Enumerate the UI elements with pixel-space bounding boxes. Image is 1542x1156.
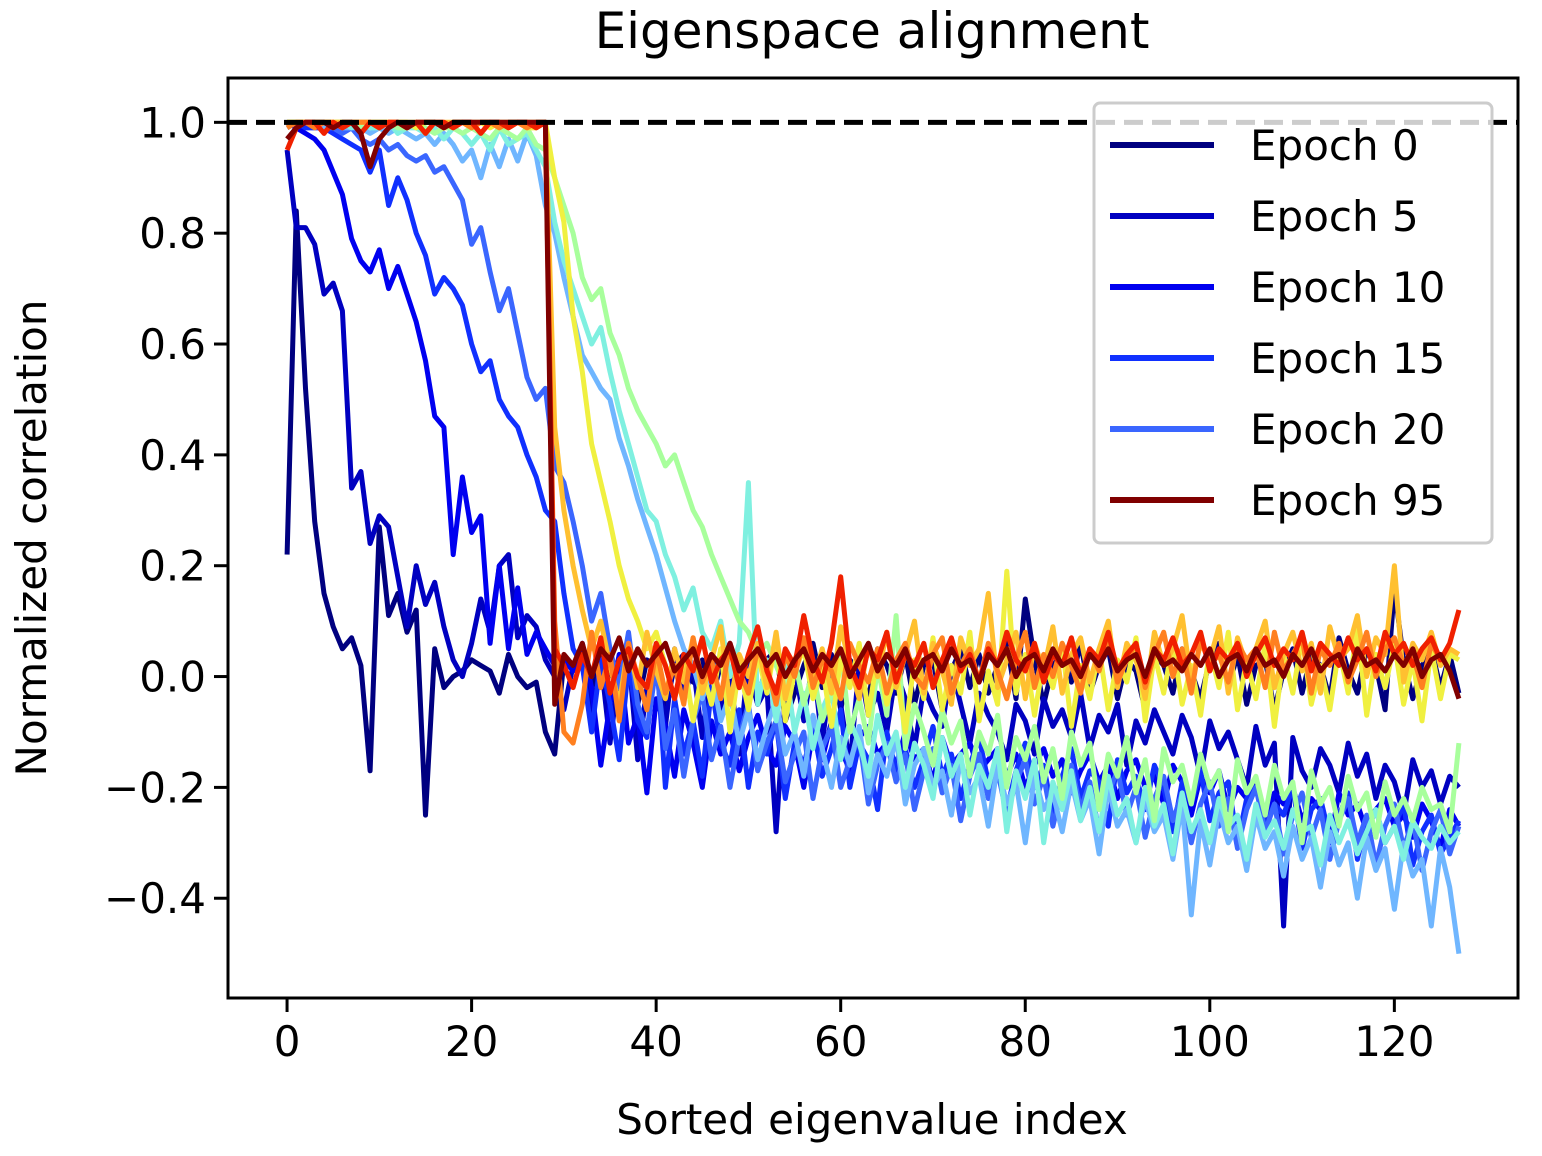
y-tick-label: 1.0 <box>139 98 206 147</box>
x-axis-label: Sorted eigenvalue index <box>616 1095 1128 1144</box>
x-tick-label: 100 <box>1170 1017 1250 1066</box>
x-tick-label: 0 <box>274 1017 301 1066</box>
series-line-epoch-25 <box>287 119 1462 955</box>
x-tick-label: 20 <box>445 1017 498 1066</box>
legend-label: Epoch 20 <box>1250 405 1445 454</box>
x-tick-label: 40 <box>629 1017 682 1066</box>
legend-label: Epoch 15 <box>1250 334 1445 383</box>
y-tick-label: 0.2 <box>139 542 206 591</box>
y-tick-label: 0.4 <box>139 431 206 480</box>
x-axis-ticks: 0 20 40 60 80 100 120 <box>274 998 1434 1066</box>
y-tick-label: 0.6 <box>139 320 206 369</box>
x-tick-label: 60 <box>814 1017 867 1066</box>
series-lines <box>284 119 1462 955</box>
y-tick-label: 0.0 <box>139 653 206 702</box>
legend-label: Epoch 0 <box>1250 121 1419 170</box>
y-tick-label: 0.8 <box>139 209 206 258</box>
x-tick-label: 120 <box>1354 1017 1434 1066</box>
legend-label: Epoch 5 <box>1250 192 1419 241</box>
legend-label: Epoch 10 <box>1250 263 1445 312</box>
y-axis-label: Normalized correlation <box>7 300 56 777</box>
y-axis-ticks: 1.0 0.8 0.6 0.4 0.2 0.0 −0.2 −0.4 <box>104 98 228 923</box>
y-tick-label: −0.4 <box>104 874 206 923</box>
chart-title: Eigenspace alignment <box>595 2 1150 60</box>
y-tick-label: −0.2 <box>104 763 206 812</box>
legend-label: Epoch 95 <box>1250 476 1445 525</box>
x-tick-label: 80 <box>999 1017 1052 1066</box>
axes-frame <box>226 76 1520 1000</box>
legend: Epoch 0 Epoch 5 Epoch 10 Epoch 15 Epoch 20 Ep… <box>1092 101 1494 545</box>
